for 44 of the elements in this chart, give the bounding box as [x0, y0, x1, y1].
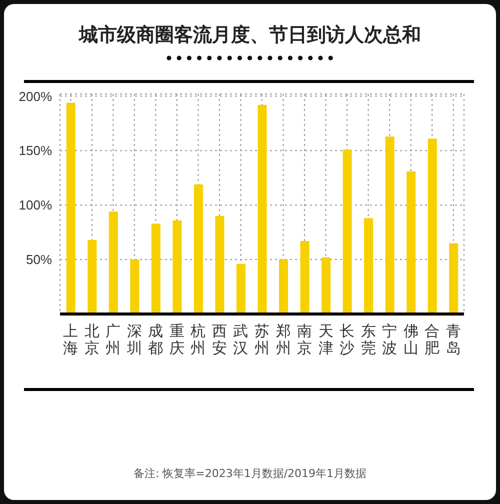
y-tick-label: 200% [18, 88, 52, 104]
chart-title: 城市级商圈客流月度、节日到访人次总和 [78, 23, 422, 48]
x-tick-label: 北京 [84, 322, 100, 357]
bar [406, 171, 416, 314]
y-tick-label: 100% [18, 198, 52, 213]
x-tick-label: 东莞 [360, 322, 376, 357]
bar [88, 240, 97, 314]
text: 备注: 恢复率=2023年1月数据/2019年1月数据 [132, 466, 368, 481]
x-tick-label: 青岛 [446, 322, 461, 357]
bar [385, 136, 394, 314]
y-tick-label: 150% [18, 143, 52, 158]
x-tick-label: 宁波 [382, 322, 398, 357]
x-tick-label: 武汉 [233, 322, 248, 357]
bar [322, 257, 331, 314]
x-tick-label: 上海 [63, 322, 78, 357]
bar [258, 104, 267, 314]
bar [172, 220, 182, 314]
x-tick-label: 广州 [106, 322, 121, 357]
x-tick-label: 深圳 [126, 322, 142, 357]
x-tick-label: 佛山 [403, 322, 418, 357]
x-tick-label: 长沙 [340, 322, 355, 357]
x-tick-label: 南京 [297, 322, 312, 357]
bar [342, 150, 352, 314]
bar [449, 243, 458, 314]
x-tick-label: 成都 [148, 322, 164, 357]
bar [130, 260, 140, 314]
bar [194, 184, 203, 314]
bar [215, 216, 224, 314]
bar [66, 102, 76, 314]
bar [108, 212, 118, 314]
bar [151, 224, 160, 314]
x-tick-label: 苏州 [254, 322, 270, 357]
bar [236, 264, 246, 314]
bar [428, 138, 437, 314]
x-tick-label: 天津 [318, 322, 334, 357]
y-tick-label: 50% [26, 252, 52, 268]
x-tick-label: 合肥 [424, 322, 440, 357]
x-tick-label: 杭州 [190, 322, 206, 357]
bar [279, 260, 288, 314]
x-tick-label: 西安 [212, 322, 227, 357]
x-tick-label: 郑州 [276, 322, 291, 357]
bar [364, 218, 374, 314]
x-tick-label: 重庆 [169, 322, 184, 357]
bar [300, 241, 310, 314]
